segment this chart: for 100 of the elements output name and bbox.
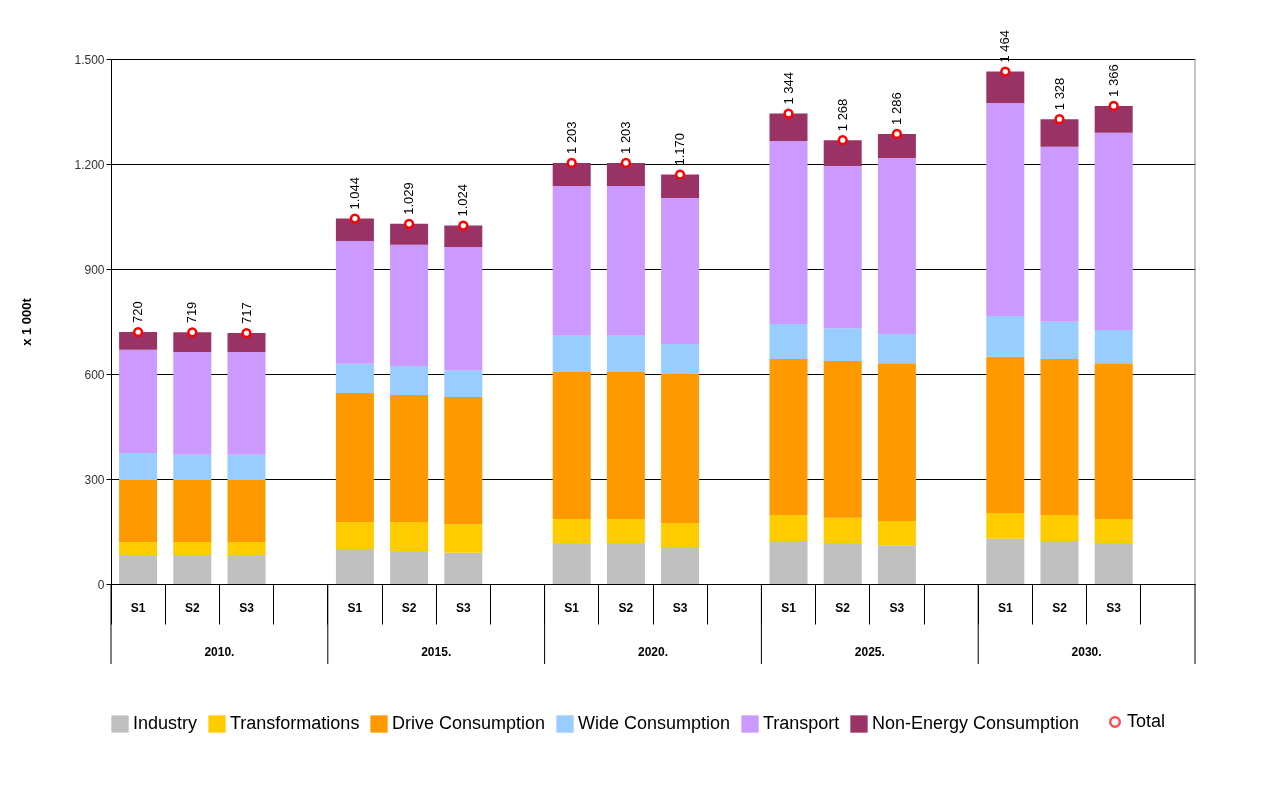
bar bbox=[552, 543, 591, 584]
x-tick-label: S3 bbox=[1106, 600, 1122, 615]
bar bbox=[606, 543, 645, 584]
point bbox=[620, 157, 632, 169]
bar bbox=[335, 363, 374, 393]
bar bbox=[986, 538, 1025, 584]
bar bbox=[769, 358, 808, 516]
point bbox=[566, 157, 577, 169]
bar bbox=[606, 518, 645, 544]
bar bbox=[1040, 358, 1079, 516]
point bbox=[1108, 100, 1119, 112]
bar bbox=[661, 343, 700, 374]
point bbox=[403, 218, 415, 229]
bar bbox=[986, 512, 1025, 539]
bar bbox=[390, 223, 429, 245]
bar bbox=[986, 315, 1025, 357]
bar bbox=[606, 162, 645, 187]
bar bbox=[877, 363, 916, 521]
y-tick-label: 0 bbox=[97, 577, 105, 592]
bar bbox=[119, 332, 158, 350]
legend-label: Wide Consumption bbox=[578, 713, 731, 733]
bar bbox=[986, 71, 1025, 104]
bar bbox=[769, 540, 808, 584]
data-label: 1 203 bbox=[563, 121, 579, 154]
bar bbox=[661, 374, 700, 524]
bar bbox=[173, 480, 212, 542]
data-label: 1.029 bbox=[401, 182, 417, 215]
legend-label: Industry bbox=[133, 713, 198, 733]
bar bbox=[823, 361, 862, 518]
bar bbox=[173, 542, 212, 555]
bar bbox=[877, 545, 916, 584]
bar bbox=[119, 480, 158, 542]
bar bbox=[1094, 543, 1133, 584]
y-tick-label: 900 bbox=[84, 262, 105, 277]
bar bbox=[823, 517, 862, 544]
data-label: 1 268 bbox=[834, 98, 850, 132]
bar bbox=[1040, 540, 1079, 584]
bar bbox=[227, 542, 266, 555]
point bbox=[132, 326, 144, 338]
bar bbox=[173, 351, 212, 455]
x-tick-label: S2 bbox=[618, 600, 634, 615]
bar bbox=[444, 370, 483, 398]
x-tick-label: S1 bbox=[564, 600, 580, 615]
data-label: 1 344 bbox=[780, 72, 796, 105]
bar bbox=[444, 524, 483, 553]
bar bbox=[661, 197, 700, 344]
bar bbox=[227, 454, 266, 481]
x-tick-label: S2 bbox=[835, 600, 851, 615]
text: 2010. bbox=[204, 645, 235, 659]
bar bbox=[444, 225, 483, 247]
bar bbox=[823, 140, 862, 167]
bar bbox=[119, 453, 158, 481]
point bbox=[783, 108, 794, 119]
bar bbox=[1094, 518, 1133, 544]
bar bbox=[1094, 363, 1133, 519]
bar bbox=[444, 397, 483, 525]
legend-label: Non-Energy Consumption bbox=[872, 713, 1080, 733]
x-tick-label: S1 bbox=[347, 600, 363, 615]
bar bbox=[552, 335, 591, 372]
legend-label: Transport bbox=[763, 713, 840, 733]
bar bbox=[552, 518, 591, 544]
x-tick-label: S2 bbox=[401, 600, 417, 615]
bar bbox=[390, 365, 429, 395]
bar bbox=[335, 392, 374, 523]
bar bbox=[390, 522, 429, 552]
bar bbox=[390, 395, 429, 523]
x-tick-label: S3 bbox=[672, 600, 688, 615]
data-label: 719 bbox=[184, 301, 200, 324]
bar bbox=[1040, 515, 1079, 541]
legend-label: Drive Consumption bbox=[392, 713, 546, 733]
bar bbox=[823, 328, 862, 362]
bar bbox=[1094, 105, 1133, 133]
bar bbox=[1040, 321, 1079, 359]
bar bbox=[606, 335, 645, 372]
bar bbox=[173, 554, 212, 584]
point bbox=[674, 169, 686, 180]
bar bbox=[335, 241, 374, 364]
y-axis-title: x 1 000t bbox=[19, 297, 35, 346]
bar bbox=[335, 218, 374, 241]
point bbox=[187, 327, 198, 338]
bar bbox=[661, 546, 700, 584]
bar bbox=[227, 351, 266, 455]
bar bbox=[769, 323, 808, 359]
data-label: 720 bbox=[130, 301, 146, 323]
bar bbox=[986, 103, 1025, 316]
data-label: 1 203 bbox=[617, 121, 633, 154]
y-tick-label: 1.500 bbox=[74, 52, 105, 67]
data-label: 1 366 bbox=[1105, 64, 1121, 97]
bar bbox=[661, 174, 700, 198]
bar bbox=[1040, 146, 1079, 322]
x-tick-label: S2 bbox=[1052, 600, 1068, 615]
bar bbox=[1094, 329, 1133, 364]
x-tick-label: S2 bbox=[184, 600, 200, 615]
data-label: 1.044 bbox=[346, 177, 362, 210]
bar bbox=[552, 371, 591, 519]
bar bbox=[1094, 132, 1133, 330]
bar bbox=[877, 521, 916, 546]
bar bbox=[119, 542, 158, 555]
x-tick-label: S1 bbox=[997, 600, 1013, 615]
bar bbox=[661, 523, 700, 547]
